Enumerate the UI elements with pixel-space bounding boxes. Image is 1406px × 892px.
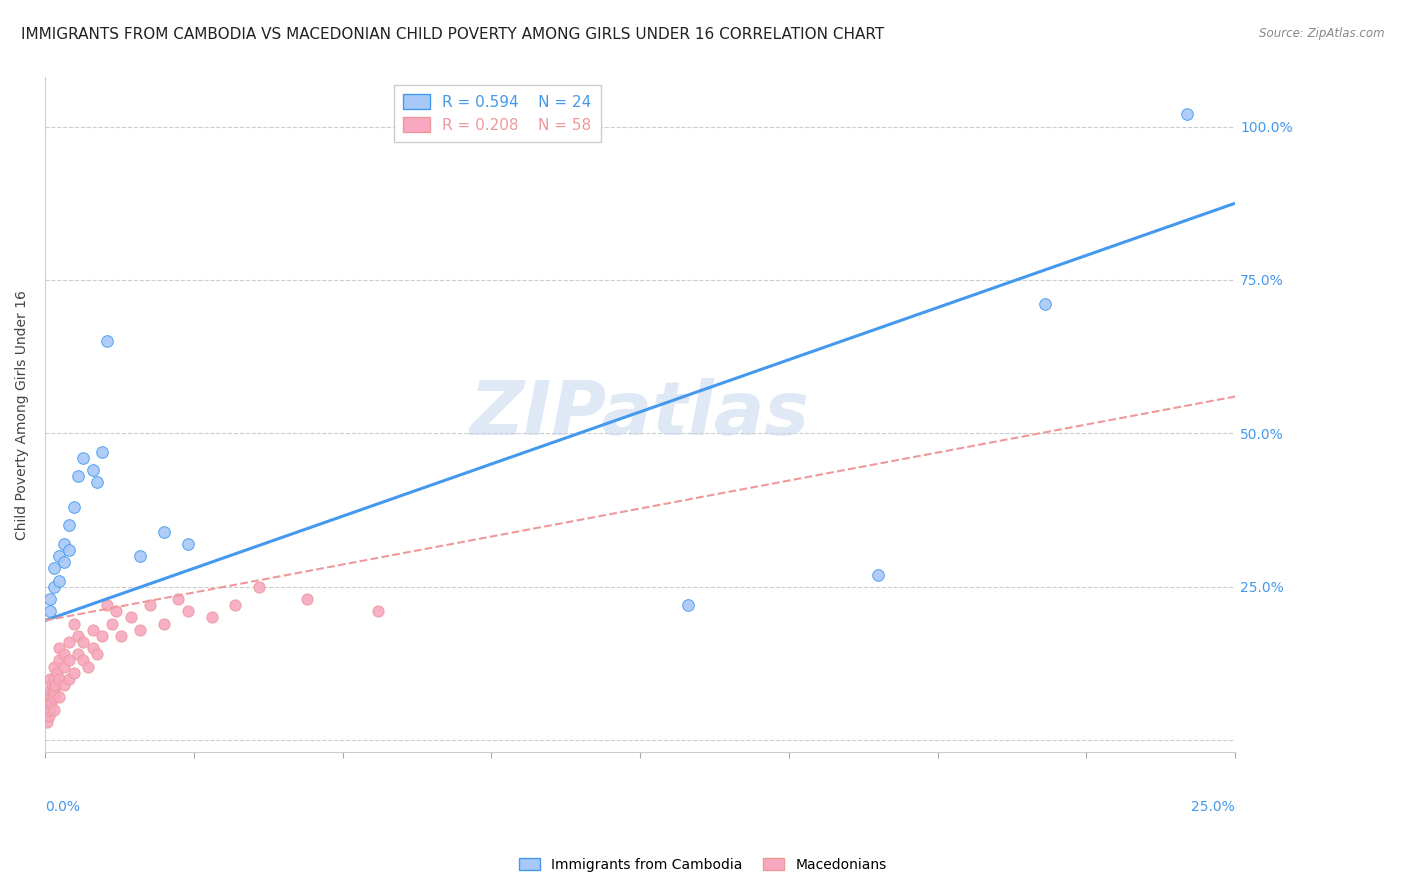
Point xyxy=(167,592,190,607)
Point xyxy=(1177,107,1199,121)
Point xyxy=(67,469,90,483)
Text: 25.0%: 25.0% xyxy=(1191,800,1234,814)
Point xyxy=(224,598,246,612)
Point xyxy=(367,604,389,618)
Legend: Immigrants from Cambodia, Macedonians: Immigrants from Cambodia, Macedonians xyxy=(515,854,891,876)
Point xyxy=(38,684,60,698)
Point xyxy=(153,616,176,631)
Point xyxy=(62,500,84,514)
Point xyxy=(100,616,122,631)
Point xyxy=(105,604,128,618)
Point xyxy=(53,537,76,551)
Point xyxy=(62,665,84,680)
Point xyxy=(138,598,160,612)
Point xyxy=(35,697,58,711)
Point xyxy=(62,616,84,631)
Point xyxy=(153,524,176,539)
Point xyxy=(48,574,70,588)
Point xyxy=(38,592,60,607)
Point xyxy=(48,549,70,563)
Point xyxy=(45,665,67,680)
Point xyxy=(96,598,118,612)
Point xyxy=(676,598,699,612)
Point xyxy=(1033,297,1056,311)
Point xyxy=(86,475,108,490)
Point xyxy=(96,334,118,349)
Point xyxy=(37,702,59,716)
Point xyxy=(44,678,66,692)
Point xyxy=(48,672,70,686)
Point xyxy=(82,623,104,637)
Point xyxy=(58,653,80,667)
Point xyxy=(129,549,152,563)
Point xyxy=(38,672,60,686)
Text: Source: ZipAtlas.com: Source: ZipAtlas.com xyxy=(1260,27,1385,40)
Point xyxy=(91,629,114,643)
Point xyxy=(82,641,104,656)
Point xyxy=(110,629,132,643)
Point xyxy=(86,648,108,662)
Point xyxy=(53,678,76,692)
Point xyxy=(82,463,104,477)
Point xyxy=(295,592,318,607)
Point xyxy=(58,543,80,558)
Point xyxy=(67,629,90,643)
Point xyxy=(129,623,152,637)
Point xyxy=(58,635,80,649)
Text: 0.0%: 0.0% xyxy=(45,800,80,814)
Point xyxy=(42,690,65,705)
Point xyxy=(38,604,60,618)
Point xyxy=(35,708,58,723)
Point xyxy=(44,580,66,594)
Point xyxy=(37,714,59,729)
Point xyxy=(48,690,70,705)
Point xyxy=(247,580,270,594)
Point xyxy=(37,690,59,705)
Point xyxy=(91,444,114,458)
Point xyxy=(38,702,60,716)
Point xyxy=(39,697,62,711)
Point xyxy=(177,604,200,618)
Point xyxy=(38,697,60,711)
Point xyxy=(67,648,90,662)
Point xyxy=(44,702,66,716)
Point xyxy=(53,555,76,569)
Point xyxy=(41,684,63,698)
Point xyxy=(76,659,98,673)
Point xyxy=(58,672,80,686)
Point xyxy=(44,561,66,575)
Point xyxy=(120,610,142,624)
Point xyxy=(868,567,890,582)
Y-axis label: Child Poverty Among Girls Under 16: Child Poverty Among Girls Under 16 xyxy=(15,290,30,540)
Legend: R = 0.594    N = 24, R = 0.208    N = 58: R = 0.594 N = 24, R = 0.208 N = 58 xyxy=(394,85,600,142)
Point xyxy=(72,450,94,465)
Text: ZIPatlas: ZIPatlas xyxy=(470,378,810,451)
Point xyxy=(48,653,70,667)
Point xyxy=(35,702,58,716)
Point xyxy=(38,708,60,723)
Point xyxy=(200,610,222,624)
Point xyxy=(44,684,66,698)
Point xyxy=(72,653,94,667)
Point xyxy=(53,659,76,673)
Point xyxy=(41,678,63,692)
Point xyxy=(48,641,70,656)
Point xyxy=(58,518,80,533)
Point xyxy=(44,672,66,686)
Text: IMMIGRANTS FROM CAMBODIA VS MACEDONIAN CHILD POVERTY AMONG GIRLS UNDER 16 CORREL: IMMIGRANTS FROM CAMBODIA VS MACEDONIAN C… xyxy=(21,27,884,42)
Point xyxy=(53,648,76,662)
Point xyxy=(72,635,94,649)
Point xyxy=(177,537,200,551)
Point xyxy=(39,690,62,705)
Point xyxy=(44,659,66,673)
